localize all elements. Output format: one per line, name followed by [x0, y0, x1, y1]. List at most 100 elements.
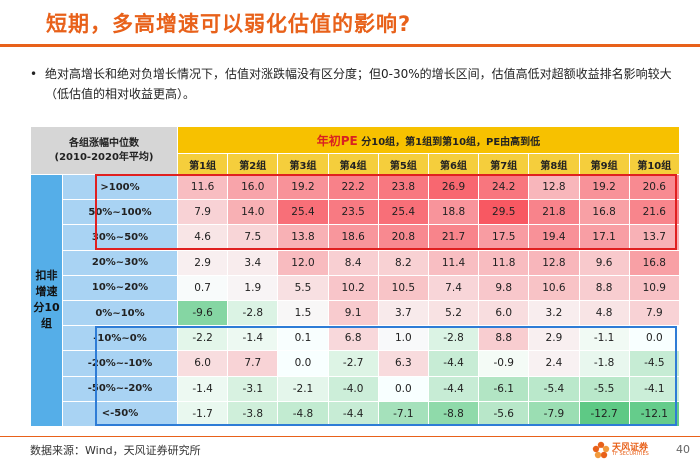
table-cell: 19.2: [578, 173, 630, 201]
table-cell: -4.0: [327, 375, 379, 402]
bullet-marker: •: [30, 67, 38, 81]
table-cell: 10.2: [327, 274, 379, 301]
table-cell: 11.8: [478, 249, 530, 276]
pe-title: 年初PE: [316, 133, 358, 148]
table-cell: 9.8: [478, 274, 530, 301]
table-cell: -3.8: [227, 400, 279, 427]
returns-table: 各组涨幅中位数 (2010-2020年平均) 年初PE 分10组，第1组到第10…: [30, 126, 680, 427]
table-cell: 19.4: [528, 224, 580, 251]
group-header: 第5组: [377, 153, 429, 175]
table-cell: 23.8: [377, 173, 429, 201]
table-cell: -6.1: [478, 375, 530, 402]
table-row: 50%~100% 7.9 14.0 25.4 23.5 25.4 18.8 29.5 21.8 1…: [31, 199, 680, 226]
table-cell: 12.8: [528, 173, 580, 201]
growth-range-label: <-50%: [62, 400, 178, 427]
table-cell: 5.5: [277, 274, 329, 301]
table-cell: 2.9: [528, 325, 580, 352]
table-cell: 1.0: [377, 325, 429, 352]
table-row: 10%~20% 0.7 1.9 5.5 10.2 10.5 7.4 9.8 10.6 8.8 10.…: [31, 274, 680, 301]
page-number: 40: [676, 443, 690, 456]
table-cell: 29.5: [478, 199, 530, 226]
table-cell: 6.3: [377, 350, 429, 377]
table-cell: -4.8: [277, 400, 329, 427]
growth-range-label: 50%~100%: [62, 199, 178, 226]
table-row: 0%~10% -9.6 -2.8 1.5 9.1 3.7 5.2 6.0 3.2 4.8 7.9: [31, 299, 680, 327]
growth-range-label: -20%~-10%: [62, 350, 178, 377]
table-cell: -3.1: [227, 375, 279, 402]
table-cell: 21.7: [427, 224, 480, 251]
pe-subtitle: 分10组，第1组到第10组，PE由高到低: [361, 136, 541, 148]
table-cell: -7.9: [528, 400, 580, 427]
table-cell: 22.2: [327, 173, 379, 201]
table-cell: 19.2: [277, 173, 329, 201]
table-cell: -9.6: [176, 299, 229, 327]
table-cell: 18.8: [427, 199, 480, 226]
table-cell: 0.1: [277, 325, 329, 352]
table-row: 30%~50% 4.6 7.5 13.8 18.6 20.8 21.7 17.5 19.4 17.…: [31, 224, 680, 251]
growth-range-label: 10%~20%: [62, 274, 178, 301]
table-cell: 17.1: [578, 224, 630, 251]
table-cell: -0.9: [478, 350, 530, 377]
table-cell: 16.8: [628, 249, 680, 276]
table-row: <-50% -1.7 -3.8 -4.8 -4.4 -7.1 -8.8 -5.6 -7.9 -12…: [31, 400, 680, 427]
table-cell: 1.9: [227, 274, 279, 301]
bullet-point: • 绝对高增长和绝对负增长情况下，估值对涨跌幅没有区分度；但0-30%的增长区间…: [30, 64, 680, 104]
group-header: 第10组: [628, 153, 680, 175]
table-cell: 25.4: [277, 199, 329, 226]
logo-subtext: TF SECURITIES: [612, 451, 649, 457]
table-cell: 0.0: [377, 375, 429, 402]
group-header: 第4组: [327, 153, 379, 175]
table-row: -20%~-10% 6.0 7.7 0.0 -2.7 6.3 -4.4 -0.9 2.4 -1.8…: [31, 350, 680, 377]
title-divider: [0, 44, 700, 47]
group-header: 第1组: [176, 153, 229, 175]
table-cell: 4.8: [578, 299, 630, 327]
pe-header: 年初PE 分10组，第1组到第10组，PE由高到低: [177, 126, 680, 154]
group-header: 第9组: [578, 153, 630, 175]
growth-range-label: 30%~50%: [62, 224, 178, 251]
table-cell: 7.4: [427, 274, 480, 301]
growth-range-label: -10%~0%: [62, 325, 178, 352]
table-cell: 9.1: [327, 299, 379, 327]
growth-range-label: 0%~10%: [62, 299, 178, 327]
table-cell: 7.7: [227, 350, 279, 377]
table-cell: -5.4: [528, 375, 580, 402]
table-cell: 6.0: [176, 350, 229, 377]
group-header: 第2组: [227, 153, 279, 175]
table-cell: -5.6: [478, 400, 530, 427]
table-cell: 18.6: [327, 224, 379, 251]
table-cell: 10.5: [377, 274, 429, 301]
table-cell: -5.5: [578, 375, 630, 402]
group-header: 第3组: [277, 153, 329, 175]
table-cell: 8.2: [377, 249, 429, 276]
table-cell: 11.6: [176, 173, 229, 201]
table-cell: 21.8: [528, 199, 580, 226]
table-cell: -2.8: [227, 299, 279, 327]
table-cell: 21.6: [628, 199, 680, 226]
table-cell: -2.2: [176, 325, 229, 352]
table-cell: 12.0: [277, 249, 329, 276]
table-cell: 7.5: [227, 224, 279, 251]
table-cell: 0.7: [176, 274, 229, 301]
table-cell: -4.1: [628, 375, 680, 402]
table-cell: 4.6: [176, 224, 229, 251]
table-cell: -7.1: [377, 400, 429, 427]
table-cell: 5.2: [427, 299, 480, 327]
table-cell: 6.8: [327, 325, 379, 352]
table-cell: 2.4: [528, 350, 580, 377]
side-line-2: 分10组: [33, 301, 60, 331]
table-cell: 20.6: [628, 173, 680, 201]
company-logo: 天风证券 TF SECURITIES: [592, 438, 664, 462]
footer-divider: [0, 436, 700, 437]
table-cell: 23.5: [327, 199, 379, 226]
group-header: 第8组: [528, 153, 580, 175]
table-cell: 10.9: [628, 274, 680, 301]
table-corner-header: 各组涨幅中位数 (2010-2020年平均): [30, 126, 178, 175]
growth-group-side-header: 扣非增速 分10组: [30, 174, 63, 427]
table-cell: -4.4: [327, 400, 379, 427]
growth-range-label: -50%~-20%: [62, 375, 178, 402]
data-source: 数据来源：Wind，天风证券研究所: [30, 444, 201, 457]
table-cell: -2.7: [327, 350, 379, 377]
table-cell: -2.8: [427, 325, 480, 352]
corner-line-1: 各组涨幅中位数: [69, 137, 139, 149]
table-cell: 3.2: [528, 299, 580, 327]
